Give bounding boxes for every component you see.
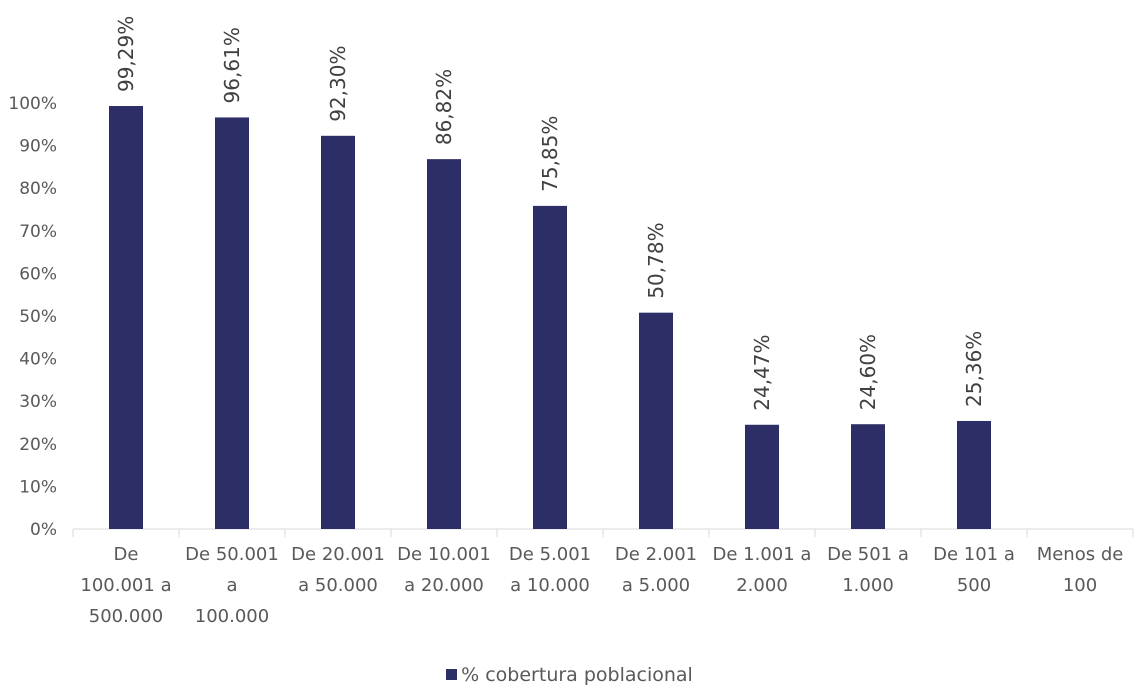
y-tick-label: 10% <box>19 477 57 497</box>
y-axis: 0% 10% 20% 30% 40% 50% 60% 70% 80% 90% 100% <box>8 94 57 540</box>
data-label: 24,60% <box>856 334 880 410</box>
category-label: De 1.001 a 2.000 <box>713 544 812 596</box>
y-tick-label: 50% <box>19 307 57 327</box>
data-labels: 99,29% 96,61% 92,30% 86,82% 75,85% 50,78% 24,4… <box>114 16 986 411</box>
y-tick-label: 100% <box>8 94 57 114</box>
bar <box>533 205 567 529</box>
data-label: 25,36% <box>962 331 986 407</box>
bar <box>957 420 991 529</box>
bar <box>851 424 885 529</box>
category-label: De 501 a 1.000 <box>827 544 909 596</box>
category-label: De 5.001 a 10.000 <box>509 544 591 596</box>
bar <box>745 424 779 529</box>
category-label: De 20.001 a 50.000 <box>291 544 385 596</box>
data-label: 75,85% <box>538 116 562 192</box>
category-label: De 50.001 a 100.000 <box>185 544 279 627</box>
data-label: 96,61% <box>220 27 244 103</box>
data-label: 24,47% <box>750 334 774 410</box>
y-tick-label: 60% <box>19 264 57 284</box>
bar <box>427 159 461 530</box>
bar <box>321 135 355 529</box>
data-label: 92,30% <box>326 46 350 122</box>
y-tick-label: 90% <box>19 137 57 157</box>
category-label: De 101 a 500 <box>933 544 1015 596</box>
y-tick-label: 20% <box>19 435 57 455</box>
y-tick-label: 80% <box>19 179 57 199</box>
category-label: Menos de 100 <box>1037 544 1124 596</box>
category-label: De 2.001 a 5.000 <box>615 544 697 596</box>
legend: % cobertura poblacional <box>0 664 1139 686</box>
legend-swatch <box>446 669 458 680</box>
category-label: De 100.001 a 500.000 <box>80 544 171 627</box>
y-tick-label: 0% <box>30 520 57 540</box>
bar <box>639 312 673 529</box>
category-label: De 10.001 a 20.000 <box>397 544 491 596</box>
bars <box>109 106 991 530</box>
y-tick-label: 70% <box>19 222 57 242</box>
data-label: 99,29% <box>114 16 138 92</box>
legend-label: % cobertura poblacional <box>461 664 693 686</box>
bar <box>215 117 249 529</box>
y-tick-label: 40% <box>19 350 57 370</box>
data-label: 50,78% <box>644 222 668 298</box>
y-tick-label: 30% <box>19 392 57 412</box>
bar <box>109 106 143 529</box>
data-label: 86,82% <box>432 69 456 145</box>
